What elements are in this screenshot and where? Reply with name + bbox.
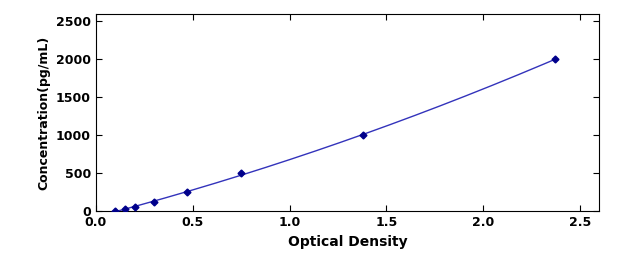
Y-axis label: Concentration(pg/mL): Concentration(pg/mL)	[37, 35, 51, 190]
X-axis label: Optical Density: Optical Density	[288, 235, 407, 249]
